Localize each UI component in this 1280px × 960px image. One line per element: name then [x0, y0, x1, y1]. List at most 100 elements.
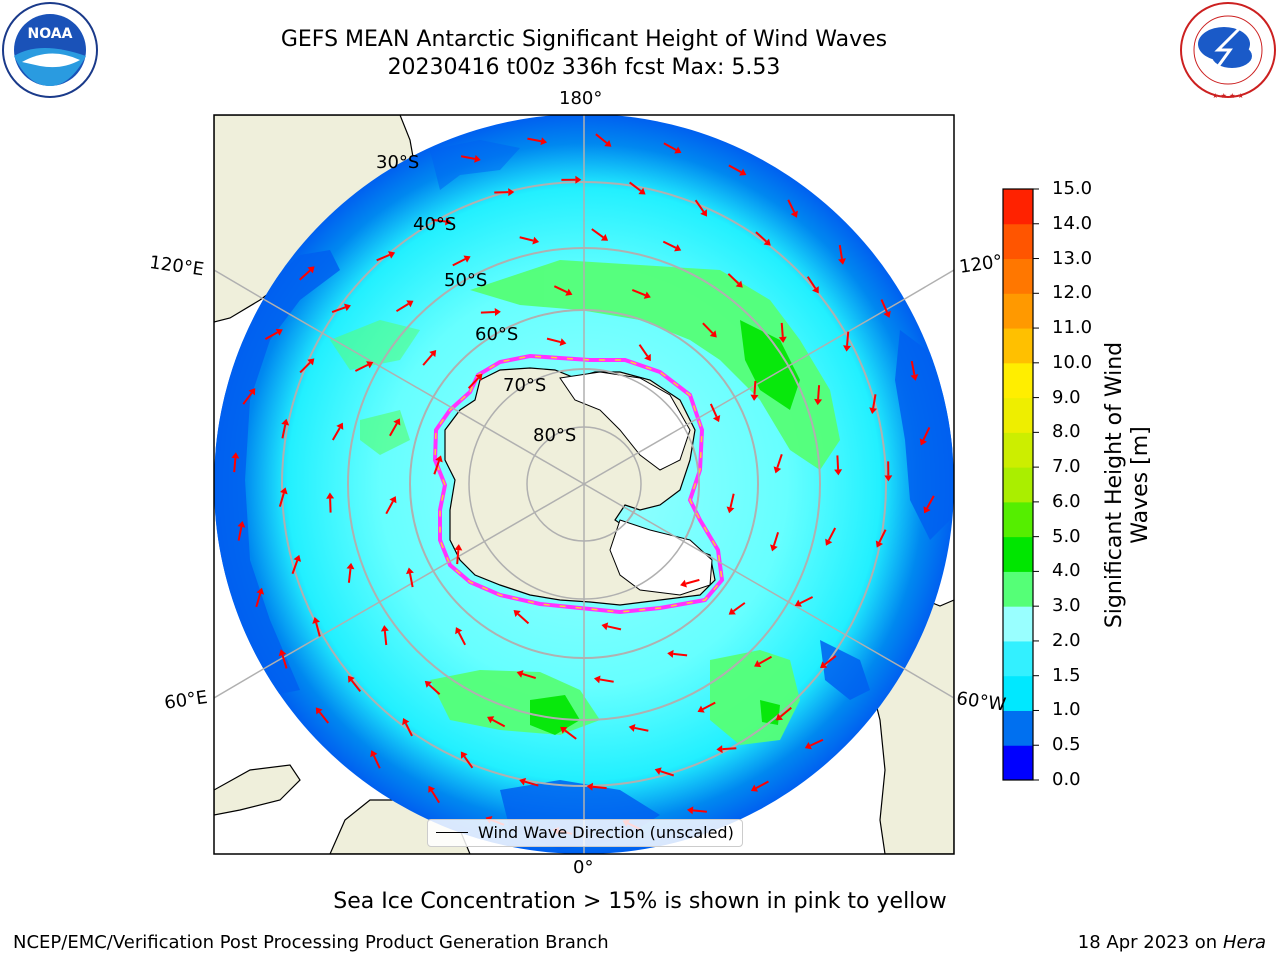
wave-direction-arrow: [463, 755, 474, 769]
wave-direction-arrow: [592, 785, 607, 790]
wave-direction-arrowhead: [674, 146, 682, 154]
wave-direction-arrowhead: [825, 538, 833, 546]
wave-direction-arrow: [631, 288, 646, 297]
colorbar-segment: [1003, 432, 1033, 468]
colorbar-segment: [1003, 675, 1033, 711]
wave-direction-arrowhead: [838, 258, 846, 265]
wave-direction-arrowhead: [728, 607, 736, 615]
map-frame: [213, 114, 955, 855]
wave-direction-arrowhead: [248, 388, 256, 396]
sea-ice-note: Sea Ice Concentration > 15% is shown in …: [333, 889, 947, 914]
wave-direction-arrow: [564, 729, 577, 740]
wave-direction-arrowhead: [638, 187, 646, 195]
wave-direction-arrowhead: [644, 353, 651, 362]
lat-label-30s: 30°S: [376, 152, 419, 173]
colorbar-tick-label: 0.0: [1052, 769, 1081, 790]
wave-direction-arrowhead: [814, 398, 823, 406]
colorbar-tick-label: 1.5: [1052, 664, 1081, 686]
wave-direction-arrowhead: [923, 506, 931, 514]
wave-direction-arrow: [880, 299, 889, 313]
wave-direction-arrow: [331, 427, 341, 441]
wave-direction-arrowhead: [475, 373, 483, 381]
wave-direction-arrowhead: [820, 661, 828, 669]
wave-direction-arrowhead: [389, 496, 397, 504]
wave-direction-arrowhead: [366, 361, 374, 369]
wave-direction-arrowhead: [406, 567, 414, 575]
wave-direction-arrow: [255, 593, 262, 608]
wave-direction-arrowhead: [726, 506, 735, 514]
wave-direction-arrowhead: [231, 452, 240, 459]
wave-direction-arrow: [709, 403, 718, 418]
wave-direction-arrow: [430, 790, 441, 804]
wave-direction-arrow: [872, 394, 877, 409]
wave-direction-arrowhead: [910, 374, 919, 381]
wave-direction-arrow: [926, 495, 935, 509]
wave-direction-arrow: [692, 809, 707, 813]
wave-direction-arrowhead: [709, 330, 717, 338]
wave-direction-arrowhead: [402, 718, 410, 726]
wave-direction-arrowhead: [424, 680, 432, 688]
wave-direction-arrowhead: [532, 236, 540, 245]
colorbar-segment: [1003, 745, 1033, 781]
wave-direction-arrowhead: [435, 455, 443, 463]
wave-direction-arrowhead: [519, 777, 527, 786]
wave-direction-arrowhead: [336, 422, 344, 430]
wave-direction-arrowhead: [454, 544, 463, 551]
wave-direction-arrowhead: [600, 234, 609, 241]
wave-direction-arrow: [846, 331, 850, 346]
wave-direction-arrow: [480, 311, 495, 314]
wave-direction-arrowhead: [516, 670, 524, 678]
wave-direction-arrowhead: [674, 244, 682, 252]
wave-direction-arrowhead: [790, 210, 798, 218]
lat-label-80s: 80°S: [533, 425, 576, 446]
wave-direction-arrowhead: [307, 358, 315, 366]
wave-direction-arrow: [922, 426, 931, 441]
wave-direction-arrow: [827, 527, 837, 541]
wave-direction-arrowhead: [593, 675, 601, 684]
wave-direction-arrow: [519, 236, 534, 242]
colorbar-tick-label: 3.0: [1052, 595, 1081, 617]
wave-direction-arrowhead: [575, 175, 582, 184]
wave-direction-arrowhead: [559, 338, 567, 346]
wave-direction-arrow: [522, 672, 537, 680]
wave-direction-arrowhead: [315, 707, 323, 715]
wave-direction-arrow: [383, 630, 388, 646]
wave-direction-arrow: [354, 363, 369, 372]
map-area: 30°S 40°S 50°S 60°S 70°S 80°S: [214, 115, 954, 854]
wave-direction-arrow: [838, 244, 843, 260]
wave-direction-arrow: [787, 199, 796, 213]
wave-direction-arrowhead: [463, 255, 471, 263]
wave-direction-arrowhead: [643, 291, 651, 299]
wave-direction-arrowhead: [716, 745, 723, 754]
colorbar-label: Significant Height of Wind Waves [m]: [1102, 342, 1154, 628]
lat-label-60s: 60°S: [475, 324, 518, 345]
wave-direction-arrowhead: [778, 336, 787, 343]
wave-direction-arrowhead: [869, 407, 878, 414]
colorbar-tick-label: 2.0: [1052, 629, 1081, 651]
wave-direction-arrowhead: [237, 520, 246, 528]
wave-direction-arrowhead: [460, 751, 468, 759]
wave-direction-arrow: [755, 780, 769, 789]
colorbar-tick-label: 10.0: [1052, 351, 1093, 373]
wave-direction-arrowhead: [697, 705, 705, 713]
wave-direction-arrow: [817, 385, 821, 400]
wave-direction-arrow: [385, 500, 394, 515]
wave-direction-arrowhead: [429, 349, 437, 358]
wave-direction-arrowhead: [770, 544, 778, 552]
wave-direction-arrowhead: [560, 726, 568, 734]
wave-direction-arrow: [372, 755, 381, 769]
wave-direction-arrow: [389, 423, 398, 437]
lat-label-40s: 40°S: [413, 214, 456, 235]
wave-direction-arrow: [517, 613, 530, 625]
wave-direction-arrow: [780, 322, 784, 338]
colorbar-tick-label: 13.0: [1052, 247, 1093, 269]
wave-direction-arrowhead: [445, 217, 452, 226]
wave-direction-arrowhead: [775, 713, 784, 721]
wave-direction-arrowhead: [256, 587, 265, 595]
wave-direction-arrow: [599, 678, 614, 683]
wave-direction-arrowhead: [455, 627, 463, 635]
wave-direction-arrowhead: [293, 554, 302, 562]
colorbar-segment: [1003, 328, 1033, 364]
wave-direction-arrow: [233, 458, 237, 473]
wave-direction-arrowhead: [654, 767, 662, 775]
